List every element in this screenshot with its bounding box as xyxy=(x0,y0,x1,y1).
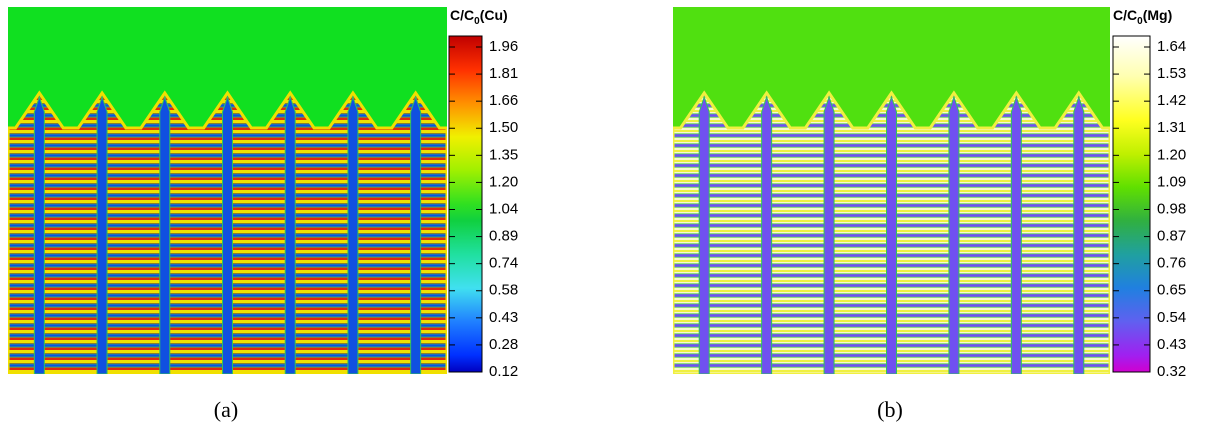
colorbar-label: 1.42 xyxy=(1157,92,1186,109)
colorbar-label: 1.09 xyxy=(1157,173,1186,190)
dendrite-trunk xyxy=(96,95,108,374)
colorbar-label: 1.04 xyxy=(489,200,518,217)
colorbar xyxy=(1112,35,1151,373)
dendrite-trunk xyxy=(761,95,773,374)
colorbar-label: 1.50 xyxy=(489,119,518,136)
colorbar-label: 1.64 xyxy=(1157,38,1186,55)
colorbar-label: 1.35 xyxy=(489,146,518,163)
title-main: C/C xyxy=(450,7,474,23)
colorbar-label: 1.81 xyxy=(489,65,518,82)
colorbar-label: 0.74 xyxy=(489,255,518,272)
dendrite-trunk xyxy=(33,95,45,374)
colorbar-title: C/C0(Cu) xyxy=(450,7,508,27)
colorbar-label: 0.76 xyxy=(1157,255,1186,272)
colorbar-label: 0.87 xyxy=(1157,228,1186,245)
colorbar-label: 0.54 xyxy=(1157,309,1186,326)
colorbar-label: 1.31 xyxy=(1157,119,1186,136)
dendrite-trunk xyxy=(823,95,835,374)
title-element: (Mg) xyxy=(1143,7,1173,23)
title-element: (Cu) xyxy=(480,7,508,23)
title-main: C/C xyxy=(1113,7,1137,23)
dendrite-trunk xyxy=(1010,95,1022,374)
colorbar-title: C/C0(Mg) xyxy=(1113,7,1172,27)
colorbar-label: 1.53 xyxy=(1157,65,1186,82)
dendrite-trunk xyxy=(347,95,359,374)
colorbar-label: 0.32 xyxy=(1157,363,1186,380)
simulation-image xyxy=(673,7,1110,374)
colorbar-label: 0.58 xyxy=(489,282,518,299)
simulation-image xyxy=(8,7,447,374)
dendrite-trunk xyxy=(159,95,171,374)
dendrite-trunk xyxy=(1073,95,1085,374)
dendrite-trunk xyxy=(284,95,296,374)
panel-caption: (a) xyxy=(214,397,238,422)
title-sub: 0 xyxy=(474,16,480,27)
colorbar-label: 1.20 xyxy=(1157,146,1186,163)
dendrite-trunk xyxy=(948,95,960,374)
colorbar-label: 1.66 xyxy=(489,92,518,109)
colorbar-label: 0.65 xyxy=(1157,282,1186,299)
dendrite-trunk xyxy=(222,95,233,374)
dendrite-trunk xyxy=(410,95,422,374)
colorbar-label: 0.28 xyxy=(489,336,518,353)
colorbar-label: 0.43 xyxy=(489,309,518,326)
dendrite-trunk xyxy=(698,95,710,374)
colorbar-label: 0.12 xyxy=(489,363,518,380)
colorbar-label: 0.43 xyxy=(1157,336,1186,353)
dendrite-trunk xyxy=(886,95,897,374)
colorbar-label: 1.96 xyxy=(489,38,518,55)
colorbar xyxy=(448,35,483,373)
title-sub: 0 xyxy=(1137,16,1143,27)
colorbar-label: 1.20 xyxy=(489,173,518,190)
colorbar-label: 0.98 xyxy=(1157,200,1186,217)
panel-caption: (b) xyxy=(877,397,903,422)
colorbar-label: 0.89 xyxy=(489,228,518,245)
